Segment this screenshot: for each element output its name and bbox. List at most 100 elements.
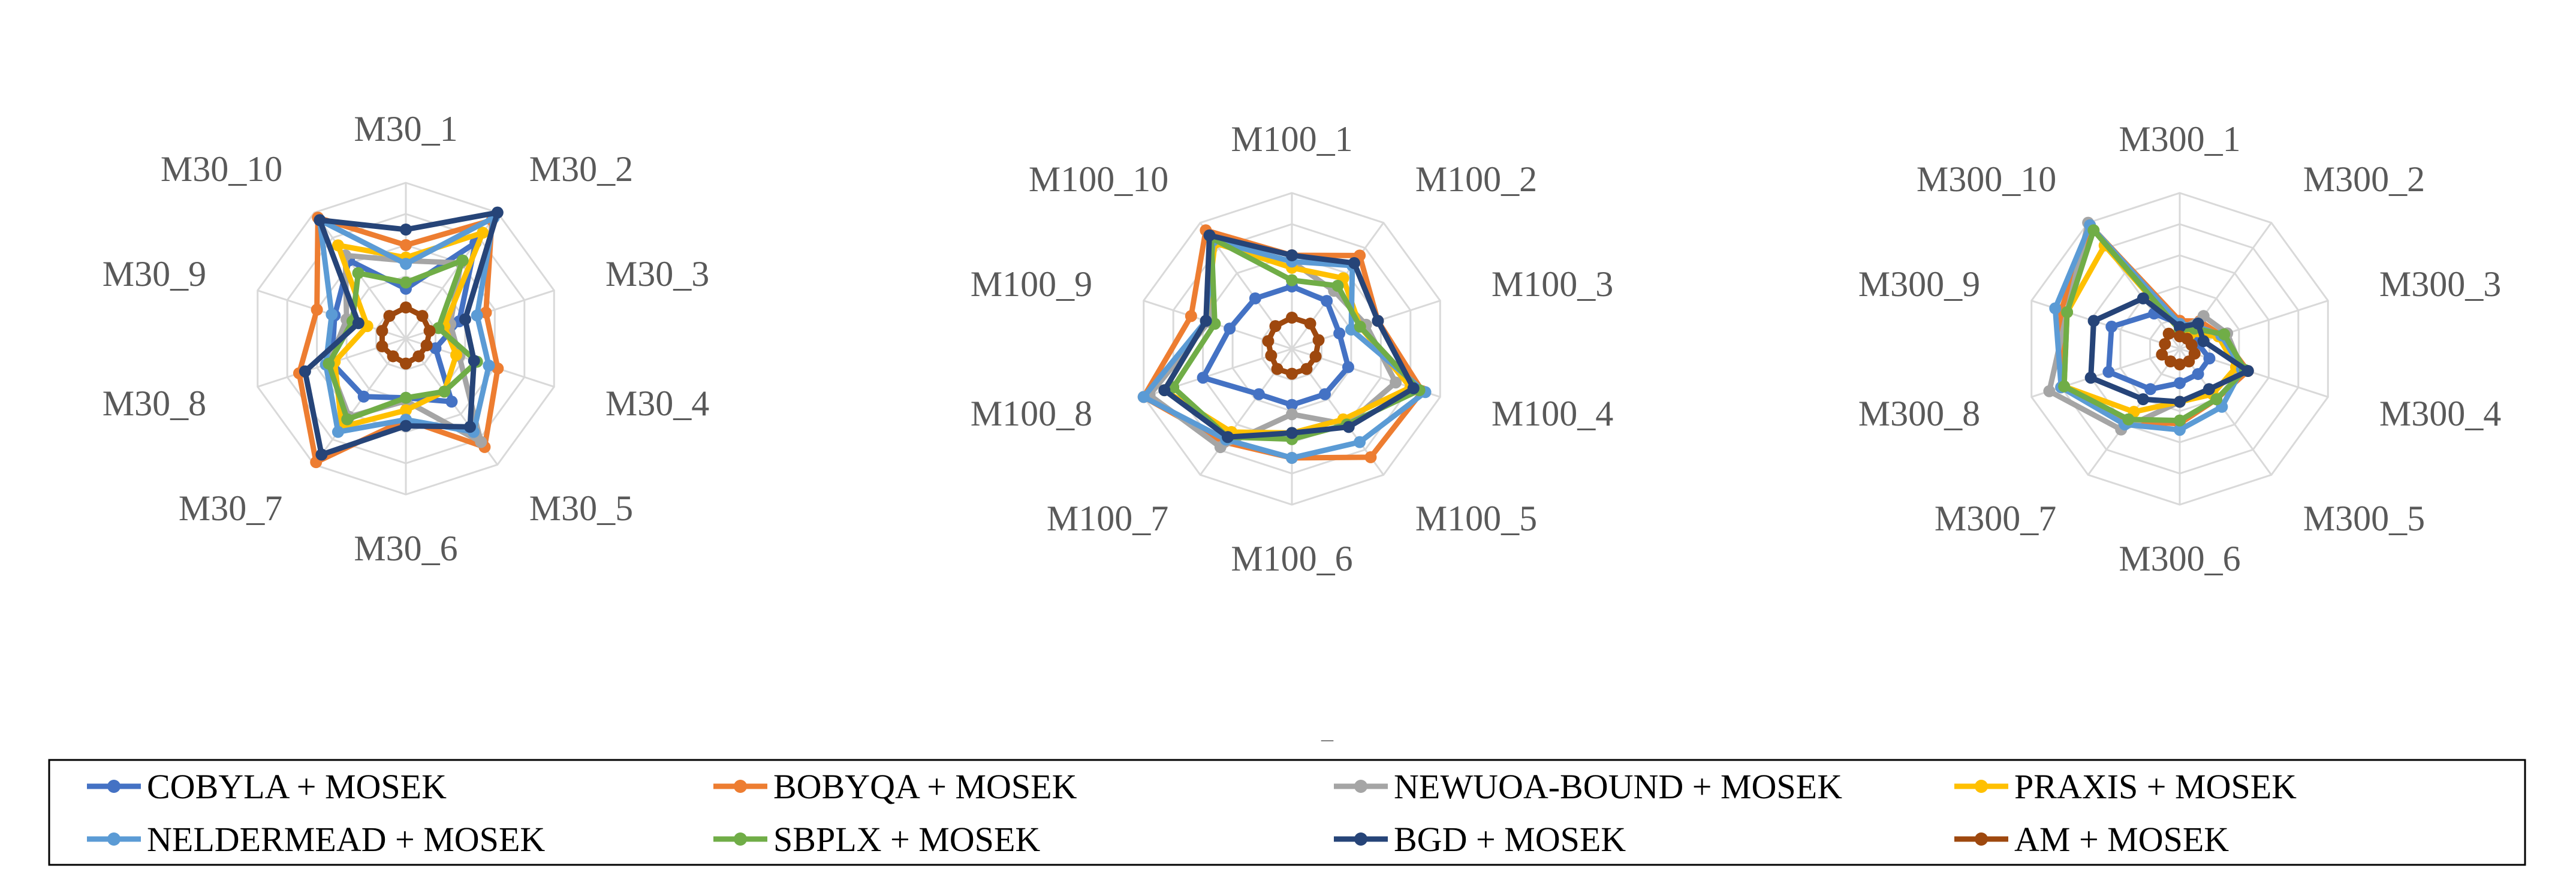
data-point	[2183, 355, 2195, 368]
data-point	[352, 317, 364, 330]
data-point	[400, 239, 412, 251]
data-point	[2144, 383, 2157, 396]
axis-label: M100_2	[1415, 159, 1537, 199]
legend-swatch-marker	[107, 832, 120, 846]
data-point	[1203, 229, 1216, 242]
data-point	[311, 303, 323, 316]
axis-label: M30_9	[103, 254, 206, 294]
axis-label: M100_10	[1029, 159, 1168, 199]
data-point	[315, 448, 328, 461]
data-point	[2164, 355, 2177, 368]
data-point	[2203, 352, 2216, 365]
legend-item: SBPLX + MOSEK	[713, 820, 1040, 859]
data-point	[438, 385, 451, 398]
legend-item: NELDERMEAD + MOSEK	[87, 820, 545, 859]
data-point	[357, 390, 370, 403]
data-point	[314, 214, 326, 227]
data-point	[1333, 327, 1346, 340]
data-point	[1300, 363, 1313, 375]
data-point	[1364, 451, 1377, 463]
data-point	[2174, 396, 2186, 408]
data-point	[423, 325, 436, 337]
data-point	[1342, 421, 1355, 433]
series-sbplx-mosek	[2058, 224, 2251, 427]
data-point	[400, 357, 412, 370]
axis-label: M300_4	[2379, 394, 2501, 433]
legend-label: BOBYQA + MOSEK	[773, 767, 1077, 806]
data-point	[2049, 302, 2062, 315]
axis-label: M30_2	[529, 149, 633, 189]
data-point	[483, 359, 495, 372]
data-point	[2105, 321, 2118, 333]
data-point	[383, 310, 396, 322]
legend-swatch-marker	[734, 832, 747, 846]
data-point	[1286, 249, 1298, 261]
axis-label: M30_7	[179, 488, 282, 528]
data-point	[326, 308, 338, 321]
series-bgd-mosek	[299, 206, 504, 461]
data-point	[1158, 384, 1171, 397]
data-point	[1286, 452, 1298, 464]
data-point	[1312, 334, 1325, 346]
data-point	[341, 413, 354, 426]
data-point	[491, 206, 504, 219]
data-point	[2218, 328, 2231, 340]
axis-label: M300_10	[1917, 159, 2056, 199]
legend-label: BGD + MOSEK	[1394, 820, 1626, 859]
legend-item: NEWUOA-BOUND + MOSEK	[1334, 767, 1842, 806]
data-point	[1390, 376, 1402, 389]
radar-m30: M30_1 M30_2 M30_3 M30_4 M30_5 M30_6 M30_7 M30_8…	[103, 109, 709, 568]
series-am-mosek	[2156, 327, 2201, 370]
data-point	[387, 350, 399, 363]
legend-label: SBPLX + MOSEK	[773, 820, 1040, 859]
data-point	[400, 404, 412, 417]
legend-label: AM + MOSEK	[2014, 820, 2229, 859]
axis-label: M100_9	[971, 264, 1092, 304]
data-point	[1286, 408, 1298, 421]
data-point	[450, 349, 463, 361]
axis-label: M30_5	[529, 488, 633, 528]
legend: COBYLA + MOSEK BOBYQA + MOSEK NEWUOA-BOUND…	[87, 767, 2297, 859]
data-point	[1407, 382, 1420, 394]
axis-label: M100_5	[1415, 499, 1537, 538]
data-point	[1197, 372, 1209, 384]
data-point	[332, 426, 344, 438]
legend-swatch-marker	[734, 780, 747, 793]
axis-label: M300_8	[1858, 394, 1980, 433]
legend-box	[48, 759, 2526, 866]
axis-label: M30_6	[354, 529, 457, 568]
data-point	[2174, 377, 2186, 390]
data-point	[1200, 315, 1212, 327]
data-point	[463, 421, 476, 433]
data-point	[352, 267, 364, 279]
data-point	[1286, 312, 1298, 324]
data-point	[400, 258, 412, 270]
data-point	[456, 254, 469, 267]
axis-label: M100_3	[1492, 264, 1613, 304]
data-point	[1271, 363, 1284, 375]
legend-item: COBYLA + MOSEK	[87, 767, 447, 806]
legend-swatch-marker	[1975, 780, 1988, 793]
axis-label: M300_1	[2119, 119, 2240, 159]
data-point	[459, 313, 471, 325]
series-neldermead-mosek	[1137, 234, 1432, 464]
axis-label: M100_4	[1492, 394, 1613, 433]
data-point	[2174, 358, 2186, 370]
axis-label: M30_1	[354, 109, 457, 149]
radar-m100: M100_1 M100_2 M100_3 M100_4 M100_5 M100_6 M100…	[971, 119, 1613, 578]
data-point	[2058, 380, 2071, 393]
series-am-mosek	[1262, 312, 1325, 380]
data-point	[2197, 335, 2210, 348]
data-point	[1331, 279, 1344, 292]
data-point	[1354, 321, 1366, 333]
data-point	[412, 350, 425, 363]
data-point	[420, 339, 433, 352]
data-point	[376, 325, 388, 337]
series-bgd-mosek	[1158, 229, 1420, 444]
legend-label: NEWUOA-BOUND + MOSEK	[1394, 767, 1842, 806]
data-point	[2156, 348, 2168, 361]
data-point	[2174, 321, 2186, 333]
data-point	[2210, 393, 2223, 406]
data-point	[1372, 315, 1384, 327]
